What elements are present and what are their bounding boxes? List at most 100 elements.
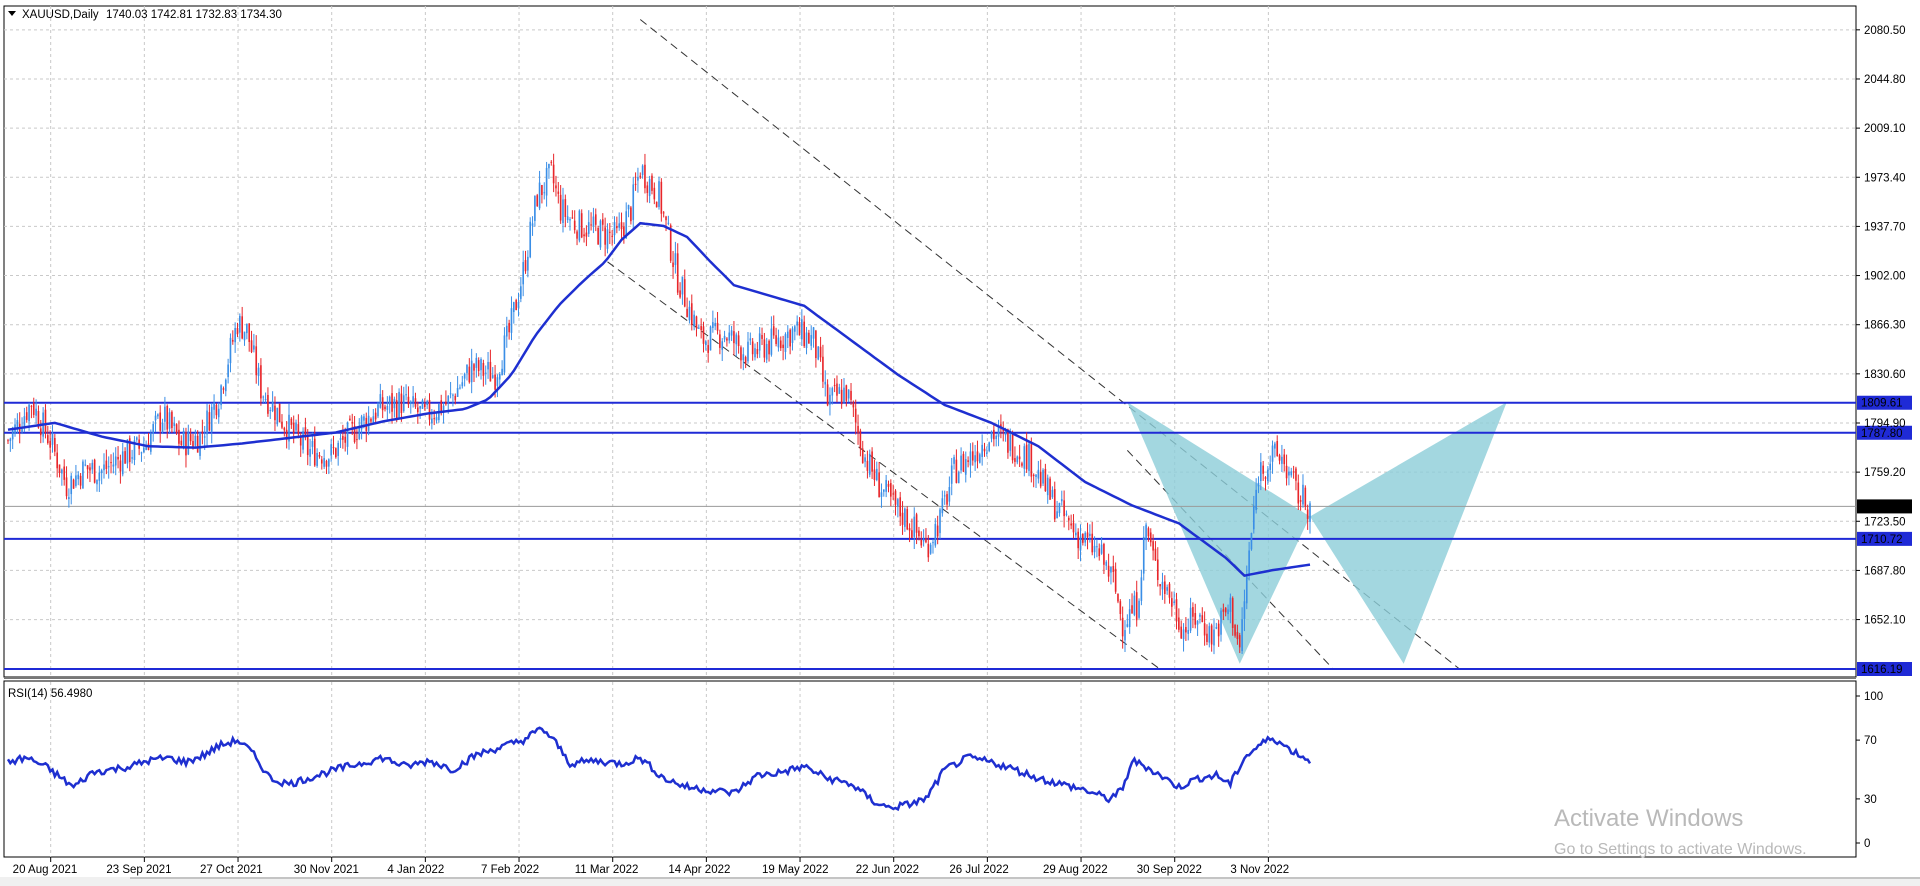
candle-body xyxy=(288,414,290,442)
candle-body xyxy=(1082,533,1084,543)
rsi-tick-label: 100 xyxy=(1864,691,1883,703)
candle-body xyxy=(541,185,543,196)
candle-body xyxy=(313,438,316,466)
level-label: 1809.61 xyxy=(1861,398,1903,410)
descending-channel xyxy=(607,19,1461,670)
candle-body xyxy=(929,544,932,554)
candle-body xyxy=(178,429,180,444)
candle-body xyxy=(648,179,651,196)
candle-body xyxy=(189,434,192,442)
candle-body xyxy=(756,349,759,355)
candle-body xyxy=(531,223,534,226)
candle-body xyxy=(213,402,215,410)
dropdown-arrow-icon[interactable] xyxy=(8,11,16,16)
horizontal-levels: 1809.61 1787.80 1710.72 1616.19 1734.30 xyxy=(4,395,1912,676)
candle-body xyxy=(1210,625,1213,645)
candle-body xyxy=(222,388,225,390)
candle-body xyxy=(932,542,934,544)
candle-body xyxy=(424,404,426,408)
candle-body xyxy=(925,538,927,543)
candle-body xyxy=(276,407,279,425)
candle-body xyxy=(850,390,852,400)
candle-body xyxy=(571,217,574,219)
candle-body xyxy=(119,460,122,472)
candle-body xyxy=(1304,487,1307,507)
candle-body xyxy=(320,459,323,464)
candle-body xyxy=(473,364,475,371)
candle-body xyxy=(770,328,773,355)
candle-body xyxy=(868,453,871,475)
candle-body xyxy=(941,498,944,514)
moving-average xyxy=(7,221,1311,578)
candle-body xyxy=(360,416,363,430)
candle-body xyxy=(393,398,396,409)
candle-body xyxy=(882,489,885,492)
candle-body xyxy=(28,404,30,422)
candle-body xyxy=(604,227,606,245)
candle-body xyxy=(1058,502,1061,514)
candle-body xyxy=(91,462,94,470)
channel-lower-line xyxy=(607,261,1161,670)
candle-body xyxy=(56,452,58,469)
candle-body xyxy=(1159,584,1161,587)
candle-body xyxy=(1295,468,1297,481)
candle-body xyxy=(1135,592,1138,621)
date-tick-label: 30 Nov 2021 xyxy=(294,864,359,876)
candle-body xyxy=(1138,600,1140,618)
candle-body xyxy=(824,381,827,385)
candle-body xyxy=(1079,536,1082,551)
date-tick-label: 11 Mar 2022 xyxy=(575,864,639,876)
candle-body xyxy=(1248,550,1250,576)
current-price-label: 1734.30 xyxy=(1861,501,1903,513)
candle-body xyxy=(285,429,288,440)
candle-body xyxy=(845,385,848,401)
candle-body xyxy=(789,329,791,347)
price-tick-label: 1723.50 xyxy=(1864,516,1906,528)
price-tick-label: 1652.10 xyxy=(1864,615,1906,627)
candle-body xyxy=(840,389,843,405)
candle-body xyxy=(700,326,702,331)
candle-body xyxy=(555,185,557,189)
candle-body xyxy=(712,322,714,328)
candle-body xyxy=(292,422,295,434)
candle-body xyxy=(1149,532,1152,543)
candle-body xyxy=(721,341,724,350)
candle-body xyxy=(843,387,845,402)
price-tick-label: 1902.00 xyxy=(1864,271,1906,283)
candle-body xyxy=(412,396,414,403)
candle-body xyxy=(49,440,51,448)
candle-body xyxy=(1049,478,1051,500)
candle-body xyxy=(248,323,251,342)
candle-body xyxy=(686,308,688,318)
candle-body xyxy=(367,415,370,431)
candle-body xyxy=(61,469,63,474)
candle-body xyxy=(990,432,993,439)
candle-body xyxy=(801,319,803,340)
candle-body xyxy=(491,375,494,378)
candle-body xyxy=(96,479,98,485)
candle-body xyxy=(260,365,262,399)
candle-body xyxy=(1262,465,1264,474)
candle-body xyxy=(578,210,581,241)
candle-body xyxy=(1180,626,1183,639)
candle-body xyxy=(363,416,365,421)
candle-body xyxy=(133,440,136,460)
candle-body xyxy=(210,406,213,432)
candle-body xyxy=(377,404,379,417)
candle-body xyxy=(1053,489,1056,520)
candle-body xyxy=(707,345,709,353)
candle-body xyxy=(974,455,976,463)
candle-body xyxy=(613,222,616,236)
candle-body xyxy=(100,470,103,474)
candle-body xyxy=(1128,609,1131,628)
candle-body xyxy=(1222,609,1225,612)
candle-body xyxy=(468,366,471,383)
candle-body xyxy=(231,339,234,342)
candle-body xyxy=(384,406,386,410)
channel-upper-line xyxy=(639,19,1461,670)
candle-body xyxy=(1023,446,1026,469)
candle-body xyxy=(777,337,780,348)
candle-body xyxy=(421,400,424,409)
candle-body xyxy=(236,328,239,335)
